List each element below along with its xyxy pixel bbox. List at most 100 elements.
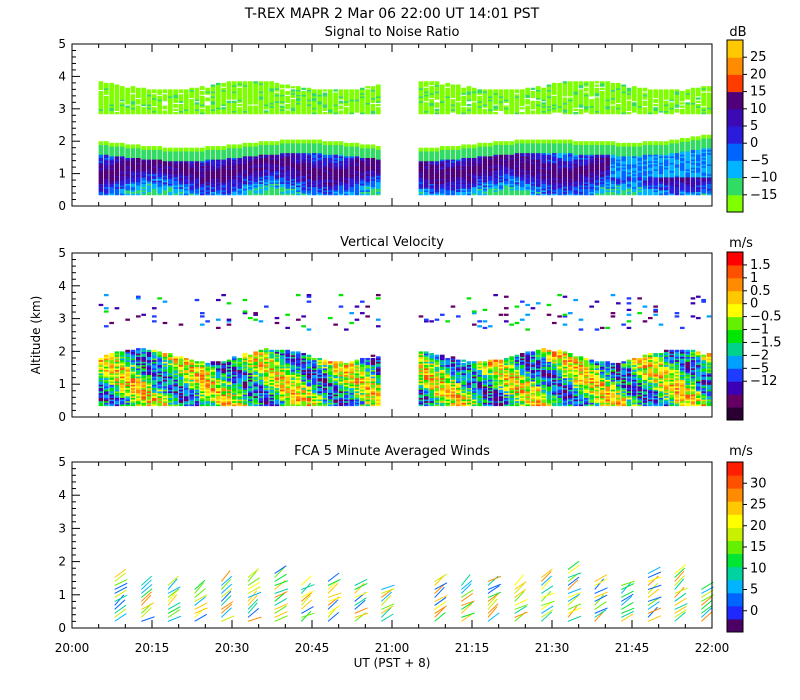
heatmap-cell: [258, 99, 264, 102]
heatmap-cell: [226, 167, 232, 170]
heatmap-cell: [637, 146, 642, 149]
heatmap-cell: [562, 170, 568, 173]
heatmap-cell: [525, 155, 530, 158]
heatmap-cell: [621, 95, 626, 99]
heatmap-cell: [637, 181, 642, 184]
heatmap-cell: [482, 112, 488, 115]
heatmap-cell: [146, 89, 152, 92]
heatmap-cell: [493, 180, 498, 183]
heatmap-cell: [690, 165, 696, 168]
heatmap-cell: [98, 103, 104, 107]
heatmap-cell: [530, 94, 536, 97]
heatmap-cell: [98, 193, 104, 196]
heatmap-cell: [280, 163, 285, 167]
heatmap-cell: [189, 171, 194, 175]
heatmap-cell: [344, 154, 349, 157]
heatmap-cell: [312, 112, 317, 115]
heatmap-cell: [136, 99, 141, 102]
heatmap-cell: [258, 103, 264, 107]
heatmap-cell: [226, 157, 232, 160]
heatmap-cell: [637, 162, 642, 165]
heatmap-cell: [237, 162, 242, 165]
heatmap-cell: [189, 112, 194, 115]
heatmap-cell: [349, 193, 354, 196]
heatmap-cell: [429, 94, 434, 97]
heatmap-cell: [120, 162, 125, 165]
heatmap-cell: [477, 149, 482, 152]
heatmap-cell: [157, 152, 162, 155]
heatmap-cell: [616, 82, 621, 86]
heatmap-cell: [520, 167, 525, 170]
heatmap-cell: [493, 157, 498, 160]
heatmap-cell: [621, 97, 626, 100]
heatmap-cell: [568, 157, 573, 160]
heatmap-cell: [477, 193, 482, 196]
heatmap-cell: [360, 103, 365, 107]
heatmap-cell: [232, 110, 237, 113]
heatmap-cell: [274, 180, 280, 183]
heatmap-cell: [680, 92, 685, 95]
heatmap-cell: [221, 183, 226, 186]
heatmap-cell: [546, 155, 552, 158]
heatmap-cell: [141, 168, 146, 171]
heatmap-cell: [210, 94, 216, 97]
heatmap-cell: [434, 175, 440, 178]
heatmap-cell: [509, 142, 514, 146]
heatmap-cell: [157, 159, 162, 162]
heatmap-cell: [456, 193, 461, 196]
heatmap-cell: [125, 165, 130, 168]
heatmap-cell: [429, 110, 434, 113]
heatmap-cell: [141, 193, 146, 196]
heatmap-cell: [322, 159, 328, 162]
heatmap-cell: [450, 184, 456, 188]
heatmap-cell: [450, 159, 456, 162]
heatmap-cell: [552, 103, 557, 107]
heatmap-cell: [328, 193, 333, 196]
heatmap-cell: [136, 152, 141, 155]
heatmap-cell: [493, 152, 498, 155]
heatmap-cell: [589, 176, 594, 180]
heatmap-cell: [338, 157, 344, 160]
heatmap-cell: [194, 180, 200, 183]
heatmap-cell: [349, 144, 354, 147]
heatmap-cell: [280, 99, 285, 102]
heatmap-cell: [349, 157, 354, 160]
heatmap-cell: [194, 99, 200, 102]
heatmap-cell: [125, 152, 130, 155]
heatmap-cell: [152, 152, 157, 155]
heatmap-cell: [162, 157, 168, 160]
heatmap-cell: [552, 167, 557, 170]
heatmap-cell: [616, 107, 621, 110]
heatmap-cell: [104, 105, 109, 108]
heatmap-cell: [488, 90, 493, 94]
heatmap-cell: [685, 95, 690, 99]
heatmap-cell: [493, 176, 498, 180]
heatmap-cell: [610, 89, 616, 92]
heatmap-cell: [189, 163, 194, 167]
heatmap-cell: [216, 147, 221, 150]
heatmap-cell: [418, 108, 424, 112]
heatmap-cell: [429, 189, 434, 193]
heatmap-cell: [274, 186, 280, 189]
heatmap-cell: [184, 152, 189, 155]
heatmap-cell: [226, 100, 232, 103]
heatmap-cell: [104, 108, 109, 112]
heatmap-cell: [189, 188, 194, 191]
heatmap-cell: [658, 165, 664, 168]
heatmap-cell: [616, 193, 621, 196]
heatmap-cell: [376, 171, 381, 175]
heatmap-cell: [285, 103, 290, 107]
heatmap-cell: [600, 97, 605, 100]
heatmap-cell: [114, 94, 120, 97]
heatmap-cell: [637, 94, 642, 97]
heatmap-cell: [536, 173, 541, 176]
heatmap-cell: [514, 94, 520, 97]
heatmap-cell: [674, 155, 680, 158]
heatmap-cell: [680, 139, 685, 142]
heatmap-cell: [365, 167, 370, 170]
heatmap-cell: [669, 108, 674, 112]
heatmap-cell: [466, 112, 472, 115]
heatmap-cell: [114, 89, 120, 92]
heatmap-cell: [178, 175, 184, 178]
heatmap-cell: [317, 97, 322, 100]
